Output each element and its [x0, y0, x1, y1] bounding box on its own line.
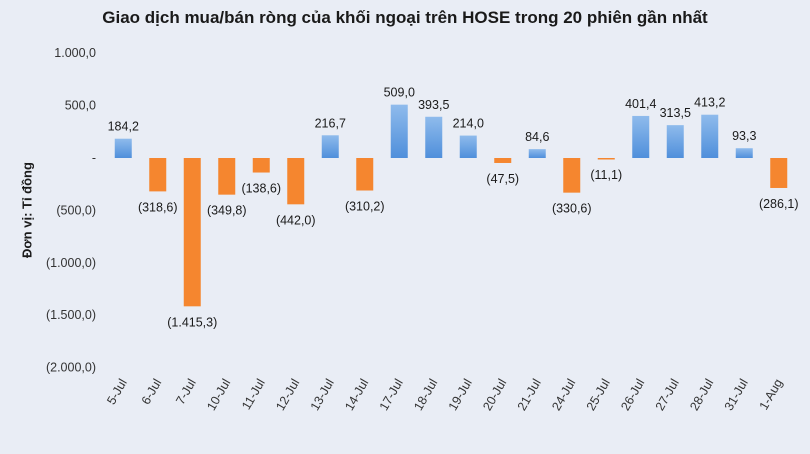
bar-10-Jul — [218, 158, 236, 195]
y-tick-label: (2.000,0) — [46, 361, 96, 375]
x-tick-label: 12-Jul — [273, 377, 302, 413]
y-tick-label: (1.000,0) — [46, 256, 96, 270]
bar-12-Jul — [287, 158, 305, 205]
bar-7-Jul — [183, 158, 201, 307]
bar-14-Jul — [356, 158, 374, 191]
data-label: (47,5) — [486, 172, 519, 186]
data-label: (286,1) — [759, 197, 799, 211]
x-tick-label: 28-Jul — [687, 377, 716, 413]
x-tick-label: 25-Jul — [584, 377, 613, 413]
bar-21-Jul — [528, 149, 546, 158]
y-tick-label: - — [92, 151, 96, 165]
bar-31-Jul — [735, 148, 753, 158]
bar-24-Jul — [563, 158, 581, 193]
x-tick-label: 13-Jul — [308, 377, 337, 413]
x-tick-label: 21-Jul — [515, 377, 544, 413]
data-label: (138,6) — [241, 182, 281, 196]
x-tick-label: 1-Aug — [757, 376, 786, 412]
x-tick-label: 26-Jul — [618, 377, 647, 413]
y-tick-label: (500,0) — [56, 203, 96, 217]
x-tick-label: 18-Jul — [411, 377, 440, 413]
x-tick-label: 31-Jul — [722, 377, 751, 413]
data-label: (349,8) — [207, 204, 247, 218]
bar-20-Jul — [494, 158, 512, 163]
data-label: 509,0 — [384, 86, 415, 100]
bar-11-Jul — [252, 158, 270, 173]
bar-19-Jul — [459, 135, 477, 158]
x-tick-label: 17-Jul — [377, 377, 406, 413]
bar-5-Jul — [114, 138, 132, 158]
x-tick-label: 5-Jul — [104, 377, 130, 407]
y-axis-ticks: 1.000,0 500,0 - (500,0) (1.000,0) (1.500,0) (2… — [46, 46, 96, 374]
data-labels: 184,2 (318,6) (1.415,3) (349,8) (138,6) (442,… — [108, 86, 799, 330]
bar-27-Jul — [666, 125, 684, 158]
bar-13-Jul — [321, 135, 339, 158]
data-label: 313,5 — [660, 106, 691, 120]
data-label: (330,6) — [552, 202, 592, 216]
data-label: 413,2 — [694, 96, 725, 110]
data-label: (11,1) — [590, 168, 622, 182]
data-label: 401,4 — [625, 97, 656, 111]
data-label: 393,5 — [418, 98, 449, 112]
x-tick-label: 14-Jul — [342, 377, 371, 413]
x-tick-label: 19-Jul — [446, 377, 475, 413]
data-label: (318,6) — [138, 200, 178, 214]
bar-28-Jul — [701, 114, 719, 158]
data-label: 93,3 — [732, 129, 756, 143]
x-tick-label: 7-Jul — [173, 377, 199, 407]
x-tick-label: 10-Jul — [204, 377, 233, 413]
bar-25-Jul — [597, 158, 615, 160]
data-label: 214,0 — [453, 117, 484, 131]
y-tick-label: (1.500,0) — [46, 308, 96, 322]
x-tick-label: 11-Jul — [239, 377, 268, 413]
x-tick-label: 27-Jul — [653, 377, 682, 413]
data-label: 216,7 — [315, 116, 346, 130]
data-label: (1.415,3) — [167, 315, 217, 329]
bar-26-Jul — [632, 115, 650, 158]
bar-1-Aug — [770, 158, 788, 188]
data-label: 84,6 — [525, 130, 549, 144]
x-axis-ticks: 5-Jul 6-Jul 7-Jul 10-Jul 11-Jul 12-Jul 13-Jul 1… — [104, 376, 785, 413]
data-label: (310,2) — [345, 200, 385, 214]
data-label: 184,2 — [108, 120, 139, 134]
chart-title: Giao dịch mua/bán ròng của khối ngoại tr… — [102, 8, 708, 27]
y-tick-label: 500,0 — [65, 99, 96, 113]
x-tick-label: 6-Jul — [139, 377, 165, 407]
x-tick-label: 24-Jul — [549, 377, 578, 413]
bar-17-Jul — [390, 104, 408, 158]
bar-6-Jul — [149, 158, 167, 192]
x-tick-label: 20-Jul — [480, 377, 509, 413]
data-label: (442,0) — [276, 213, 316, 227]
y-tick-label: 1.000,0 — [54, 46, 96, 60]
bars — [114, 104, 788, 307]
bar-18-Jul — [425, 116, 443, 158]
